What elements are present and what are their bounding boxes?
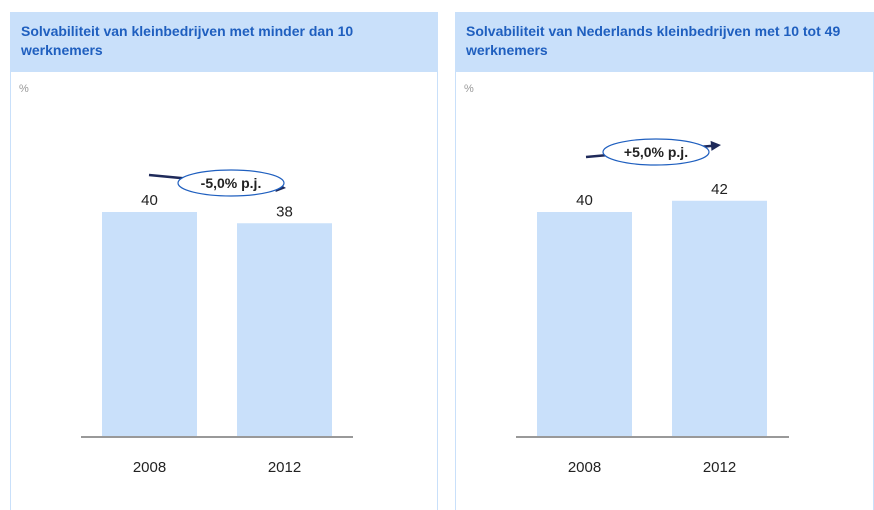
x-tick-label: 2008	[568, 459, 601, 476]
chart-panel: Solvabiliteit van kleinbedrijven met min…	[10, 12, 438, 510]
chart: % 40 2008 42 2012 +5,0% p.j.	[464, 83, 789, 476]
arrow-head	[710, 140, 721, 151]
chart-title: Solvabiliteit van Nederlands kleinbedrij…	[456, 12, 873, 72]
value-label: 40	[576, 192, 593, 209]
x-tick-label: 2008	[133, 459, 166, 476]
value-label: 40	[141, 192, 158, 209]
x-tick-label: 2012	[268, 459, 301, 476]
value-label: 38	[276, 203, 293, 220]
unit-label: %	[19, 83, 29, 95]
chart-panel: Solvabiliteit van Nederlands kleinbedrij…	[455, 12, 874, 510]
bar	[672, 200, 767, 437]
annotation-bubble	[177, 169, 285, 197]
bar	[537, 212, 632, 437]
unit-label: %	[464, 83, 474, 95]
annotation: +5,0% p.j.	[624, 144, 688, 160]
chart-title: Solvabiliteit van kleinbedrijven met min…	[11, 12, 437, 72]
bar	[102, 212, 197, 437]
annotation: -5,0% p.j.	[201, 175, 262, 191]
value-label: 42	[711, 181, 728, 198]
bar	[237, 223, 332, 437]
x-tick-label: 2012	[703, 459, 736, 476]
chart: % 40 2008 38 2012 -5,0% p.j.	[19, 83, 353, 476]
annotation-bubble	[602, 138, 710, 166]
